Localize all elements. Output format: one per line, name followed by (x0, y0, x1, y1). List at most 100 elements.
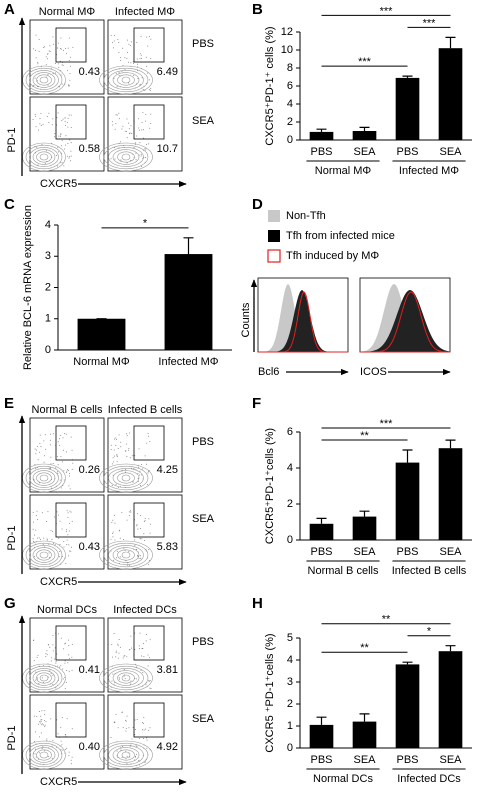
event-dot (39, 123, 41, 125)
event-dot (64, 121, 66, 123)
event-dot (70, 56, 72, 58)
event-dot (139, 84, 141, 86)
event-dot (126, 755, 128, 757)
y-axis-label: Relative BCL-6 mRNA expression (22, 205, 34, 370)
event-dot (122, 657, 124, 659)
event-dot (48, 543, 50, 545)
event-dot (121, 469, 123, 471)
event-dot (43, 537, 45, 539)
event-dot (128, 128, 130, 130)
event-dot (69, 65, 71, 67)
row-label: SEA (192, 115, 215, 127)
event-dot (42, 543, 44, 545)
contour (103, 67, 149, 93)
gate (133, 702, 165, 738)
event-dot (68, 644, 70, 646)
event-dot (44, 750, 46, 752)
event-dot (119, 57, 121, 59)
event-dot (48, 122, 50, 124)
event-dot (126, 130, 128, 132)
x-tick-label: SEA (353, 754, 376, 766)
event-dot (60, 456, 62, 458)
event-dot (65, 642, 67, 644)
event-dot (137, 478, 139, 480)
event-dot (143, 656, 145, 658)
flow-plot: 4.92 (99, 694, 183, 770)
event-dot (42, 123, 44, 125)
flow-plot: 4.25 (99, 417, 183, 493)
contour (36, 151, 52, 163)
event-dot (111, 680, 113, 682)
event-dot (64, 749, 66, 751)
event-dot (143, 137, 145, 139)
x-axis-label: Bcl6 (258, 366, 279, 378)
x-tick-label: PBS (310, 146, 332, 158)
event-dot (70, 436, 72, 438)
event-dot (142, 722, 144, 724)
gate-value: 4.92 (157, 741, 178, 753)
event-dot (119, 537, 121, 539)
event-dot (122, 727, 124, 729)
bar (309, 523, 334, 540)
event-dot (40, 446, 42, 448)
event-dot (114, 522, 116, 524)
event-dot (51, 657, 53, 659)
gate (55, 702, 87, 738)
event-dot (138, 760, 140, 762)
gate-value: 0.43 (79, 541, 100, 553)
event-dot (35, 34, 37, 36)
event-dot (38, 451, 40, 453)
event-dot (52, 73, 54, 75)
event-dot (35, 115, 37, 117)
event-dot (67, 555, 69, 557)
event-dot (60, 665, 62, 667)
event-dot (150, 113, 152, 115)
event-dot (45, 64, 47, 66)
event-dot (44, 726, 46, 728)
event-dot (70, 759, 72, 761)
event-dot (35, 57, 37, 59)
event-dot (49, 670, 51, 672)
contour (121, 751, 131, 759)
event-dot (130, 160, 132, 162)
gate-value: 0.41 (79, 664, 100, 676)
event-dot (150, 688, 152, 690)
event-dot (115, 650, 117, 652)
contour (112, 149, 140, 165)
event-dot (61, 120, 63, 122)
bar (438, 651, 463, 748)
event-dot (125, 450, 127, 452)
event-dot (38, 683, 40, 685)
event-dot (56, 117, 58, 119)
event-dot (118, 657, 120, 659)
event-dot (32, 511, 34, 513)
event-dot (147, 654, 149, 656)
event-dot (37, 459, 39, 461)
event-dot (60, 37, 62, 39)
event-dot (67, 155, 69, 157)
event-dot (63, 470, 65, 472)
event-dot (57, 733, 59, 735)
event-dot (53, 542, 55, 544)
event-dot (72, 462, 74, 464)
contour (103, 144, 149, 170)
event-dot (32, 528, 34, 530)
contour (103, 542, 149, 568)
contour (29, 70, 59, 90)
event-dot (142, 729, 144, 731)
event-dot (64, 117, 66, 119)
event-dot (57, 146, 59, 148)
event-dot (121, 711, 123, 713)
contour (32, 149, 56, 165)
event-dot (126, 715, 128, 717)
event-dot (118, 41, 120, 43)
event-dot (40, 720, 42, 722)
event-dot (126, 433, 128, 435)
event-dot (126, 519, 128, 521)
event-dot (125, 750, 127, 752)
bar (395, 462, 420, 540)
y-tick-label: 10 (281, 44, 293, 56)
event-dot (57, 464, 59, 466)
event-dot (148, 679, 150, 681)
group-label: Infected MΦ (399, 165, 459, 177)
